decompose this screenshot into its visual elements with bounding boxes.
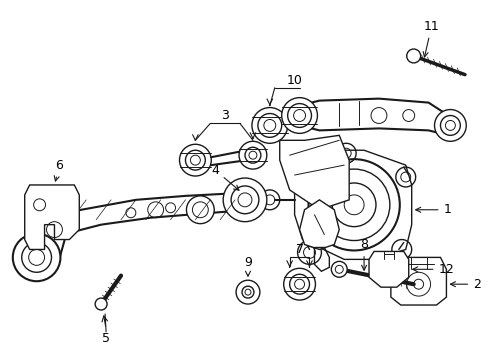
Circle shape [281,98,317,133]
Circle shape [242,286,253,298]
Text: 8: 8 [359,238,367,270]
Circle shape [236,280,259,304]
Circle shape [257,113,281,137]
Circle shape [251,108,287,143]
Bar [311,215,325,225]
Circle shape [223,178,266,222]
Polygon shape [299,99,452,135]
Circle shape [308,159,399,251]
Circle shape [95,298,107,310]
Text: 10: 10 [286,74,302,87]
Text: 2: 2 [449,278,480,291]
Text: 6: 6 [54,159,63,181]
Text: 12: 12 [412,263,453,276]
Circle shape [287,104,311,127]
Circle shape [434,109,466,141]
Polygon shape [294,150,411,260]
Polygon shape [30,193,249,277]
Circle shape [13,234,61,281]
Circle shape [179,144,211,176]
Circle shape [406,49,420,63]
Circle shape [331,261,346,277]
Text: 1: 1 [415,203,450,216]
Circle shape [186,196,214,224]
Circle shape [239,141,266,169]
Text: 5: 5 [102,332,110,345]
Text: 4: 4 [211,163,239,190]
Polygon shape [279,135,348,210]
Text: 3: 3 [221,109,228,122]
Circle shape [244,147,260,163]
Polygon shape [368,251,408,287]
Text: 11: 11 [422,20,439,57]
Polygon shape [25,185,79,249]
Text: 7: 7 [295,243,303,256]
Text: 9: 9 [244,256,251,276]
Polygon shape [299,200,339,249]
Polygon shape [390,257,446,305]
Circle shape [185,150,205,170]
Circle shape [289,274,309,294]
Circle shape [283,268,315,300]
